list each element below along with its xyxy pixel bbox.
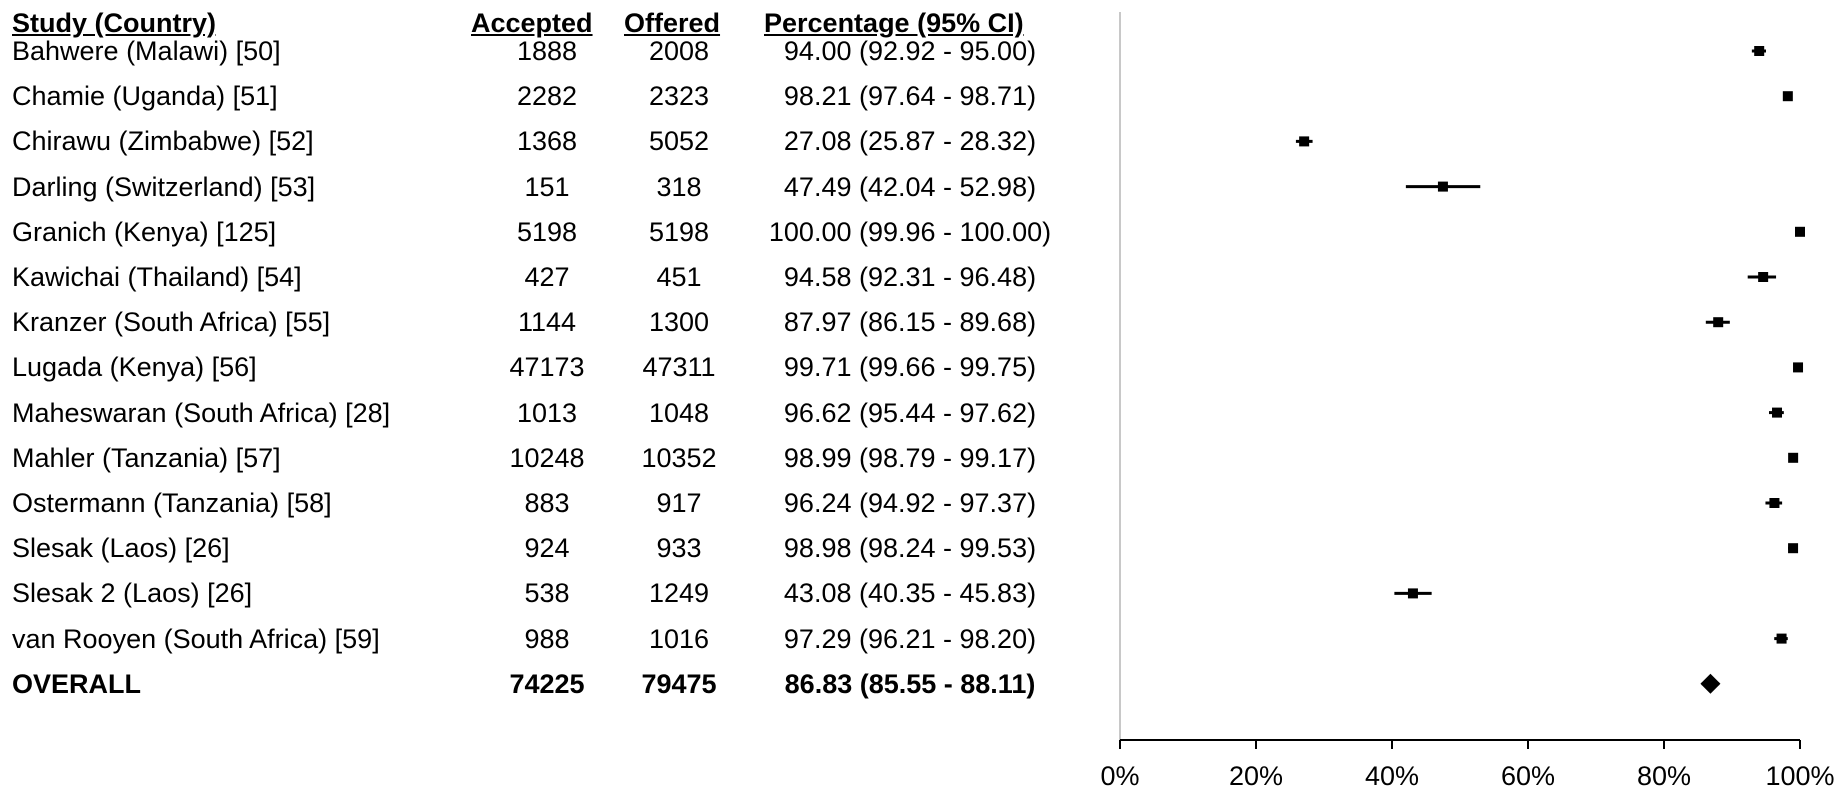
accepted-value: 924 xyxy=(524,533,570,563)
accepted-value: 1368 xyxy=(516,126,578,156)
accepted-value: 10248 xyxy=(509,443,585,473)
percentage-value: 94.00 (92.92 - 95.00) xyxy=(783,36,1037,66)
header-accepted: Accepted xyxy=(471,8,593,38)
x-tick-label: 20% xyxy=(1229,761,1283,791)
point-estimate xyxy=(1437,181,1448,192)
percentage-value: 47.49 (42.04 - 52.98) xyxy=(783,172,1037,202)
offered-value: 1016 xyxy=(648,624,710,654)
offered-value: 5198 xyxy=(648,217,710,247)
percentage-value: 100.00 (99.96 - 100.00) xyxy=(768,217,1052,247)
offered-value: 933 xyxy=(656,533,702,563)
percentage-value: 87.97 (86.15 - 89.68) xyxy=(783,307,1037,337)
study-name: Bahwere (Malawi) [50] xyxy=(12,36,281,66)
point-estimate xyxy=(1754,46,1765,56)
study-name: Ostermann (Tanzania) [58] xyxy=(12,488,332,518)
percentage-value: 96.24 (94.92 - 97.37) xyxy=(783,488,1037,518)
percentage-value: 43.08 (40.35 - 45.83) xyxy=(783,578,1037,608)
offered-value: 79475 xyxy=(641,669,717,699)
study-name: Slesak (Laos) [26] xyxy=(12,533,230,563)
point-estimate xyxy=(1758,272,1769,282)
study-name: OVERALL xyxy=(12,669,142,699)
percentage-value: 98.98 (98.24 - 99.53) xyxy=(783,533,1037,563)
study-name: Slesak 2 (Laos) [26] xyxy=(12,578,253,608)
point-estimate xyxy=(1713,317,1724,328)
point-estimate xyxy=(1795,226,1805,237)
offered-value: 2323 xyxy=(648,81,710,111)
study-name: Mahler (Tanzania) [57] xyxy=(12,443,281,473)
header-offered: Offered xyxy=(624,8,721,38)
point-estimate xyxy=(1788,452,1799,463)
offered-value: 47311 xyxy=(642,352,716,382)
x-tick-label: 80% xyxy=(1637,761,1691,791)
percentage-value: 99.71 (99.66 - 99.75) xyxy=(783,352,1037,382)
x-tick-label: 40% xyxy=(1365,761,1419,791)
accepted-value: 2282 xyxy=(516,81,578,111)
x-tick-label: 60% xyxy=(1501,761,1555,791)
study-name: Chirawu (Zimbabwe) [52] xyxy=(12,126,314,156)
percentage-value: 86.83 (85.55 - 88.11) xyxy=(784,669,1036,699)
study-name: Chamie (Uganda) [51] xyxy=(12,81,278,111)
accepted-value: 1144 xyxy=(517,307,577,337)
point-estimate xyxy=(1788,543,1799,554)
point-estimate xyxy=(1772,407,1783,418)
point-estimate xyxy=(1299,136,1310,147)
header-study: Study (Country) xyxy=(12,8,216,38)
accepted-value: 47173 xyxy=(509,352,585,382)
accepted-value: 538 xyxy=(524,578,570,608)
percentage-value: 98.99 (98.79 - 99.17) xyxy=(783,443,1037,473)
study-name: van Rooyen (South Africa) [59] xyxy=(12,624,380,654)
study-name: Maheswaran (South Africa) [28] xyxy=(12,398,391,428)
study-name: Lugada (Kenya) [56] xyxy=(12,352,257,382)
header-percentage: Percentage (95% CI) xyxy=(764,8,1024,38)
offered-value: 318 xyxy=(656,172,702,202)
accepted-value: 427 xyxy=(524,262,570,292)
offered-value: 917 xyxy=(656,488,702,518)
point-estimate xyxy=(1769,498,1780,508)
offered-value: 1300 xyxy=(648,307,710,337)
study-name: Kranzer (South Africa) [55] xyxy=(12,307,331,337)
offered-value: 2008 xyxy=(648,36,710,66)
study-name: Granich (Kenya) [125] xyxy=(12,217,277,247)
point-estimate xyxy=(1793,362,1804,373)
offered-value: 1048 xyxy=(648,398,710,428)
x-tick-label: 0% xyxy=(1100,761,1139,791)
offered-value: 5052 xyxy=(648,126,710,156)
accepted-value: 1888 xyxy=(516,36,578,66)
study-name: Darling (Switzerland) [53] xyxy=(12,172,316,202)
offered-value: 1249 xyxy=(648,578,710,608)
offered-value: 10352 xyxy=(641,443,717,473)
offered-value: 451 xyxy=(656,262,702,292)
study-name: Kawichai (Thailand) [54] xyxy=(12,262,302,292)
x-tick-label: 100% xyxy=(1765,761,1834,791)
percentage-value: 96.62 (95.44 - 97.62) xyxy=(783,398,1037,428)
percentage-value: 98.21 (97.64 - 98.71) xyxy=(783,81,1037,111)
percentage-value: 94.58 (92.31 - 96.48) xyxy=(783,262,1037,292)
point-estimate xyxy=(1782,91,1793,102)
accepted-value: 1013 xyxy=(516,398,578,428)
point-estimate xyxy=(1776,633,1787,644)
accepted-value: 74225 xyxy=(509,669,585,699)
accepted-value: 151 xyxy=(524,172,570,202)
point-estimate xyxy=(1407,588,1418,599)
percentage-value: 97.29 (96.21 - 98.20) xyxy=(783,624,1037,654)
accepted-value: 988 xyxy=(524,624,570,654)
accepted-value: 5198 xyxy=(516,217,578,247)
percentage-value: 27.08 (25.87 - 28.32) xyxy=(783,126,1037,156)
overall-diamond xyxy=(1700,673,1721,694)
accepted-value: 883 xyxy=(524,488,570,518)
